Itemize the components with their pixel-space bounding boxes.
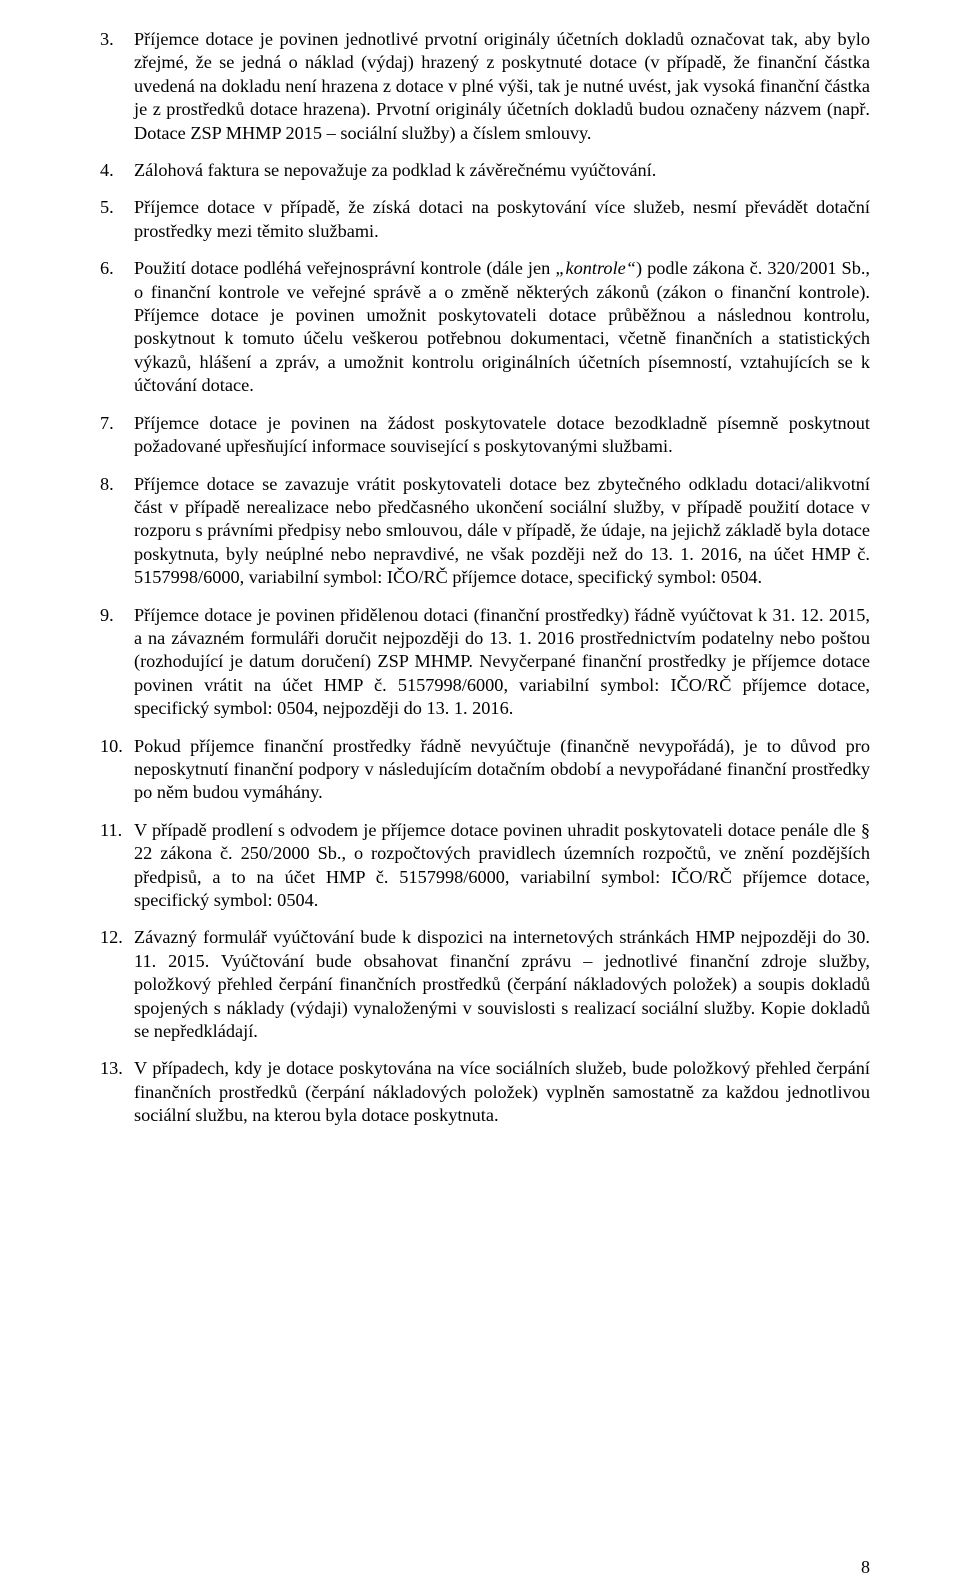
list-item: 11. V případě prodlení s odvodem je příj… <box>100 819 870 913</box>
list-item: 5. Příjemce dotace v případě, že získá d… <box>100 196 870 243</box>
list-item: 13. V případech, kdy je dotace poskytová… <box>100 1057 870 1127</box>
item-text: Příjemce dotace v případě, že získá dota… <box>134 197 870 240</box>
item-text-pre: Použití dotace podléhá veřejnosprávní ko… <box>134 258 555 278</box>
list-item: 6. Použití dotace podléhá veřejnosprávní… <box>100 257 870 397</box>
item-number: 6. <box>100 257 130 280</box>
item-number: 4. <box>100 159 130 182</box>
ordered-list: 3. Příjemce dotace je povinen jednotlivé… <box>100 28 870 1128</box>
item-text: Příjemce dotace je povinen přidělenou do… <box>134 605 870 719</box>
item-text: Zálohová faktura se nepovažuje za podkla… <box>134 160 656 180</box>
item-text: Příjemce dotace je povinen jednotlivé pr… <box>134 29 870 143</box>
item-number: 3. <box>100 28 130 51</box>
item-number: 8. <box>100 473 130 496</box>
page-number: 8 <box>861 1557 870 1578</box>
item-number: 10. <box>100 735 130 758</box>
list-item: 9. Příjemce dotace je povinen přidělenou… <box>100 604 870 721</box>
list-item: 7. Příjemce dotace je povinen na žádost … <box>100 412 870 459</box>
item-text: Příjemce dotace je povinen na žádost pos… <box>134 413 870 456</box>
item-number: 13. <box>100 1057 130 1080</box>
item-text-italic: „kontrole“ <box>555 258 636 278</box>
item-number: 9. <box>100 604 130 627</box>
list-item: 4. Zálohová faktura se nepovažuje za pod… <box>100 159 870 182</box>
item-number: 7. <box>100 412 130 435</box>
item-text-post: ) podle zákona č. 320/2001 Sb., o finanč… <box>134 258 870 395</box>
item-text: V případě prodlení s odvodem je příjemce… <box>134 820 870 910</box>
item-text: Pokud příjemce finanční prostředky řádně… <box>134 736 870 803</box>
list-item: 12. Závazný formulář vyúčtování bude k d… <box>100 926 870 1043</box>
list-item: 8. Příjemce dotace se zavazuje vrátit po… <box>100 473 870 590</box>
item-text: V případech, kdy je dotace poskytována n… <box>134 1058 870 1125</box>
document-page: 3. Příjemce dotace je povinen jednotlivé… <box>0 0 960 1596</box>
item-number: 11. <box>100 819 130 842</box>
item-text: Závazný formulář vyúčtování bude k dispo… <box>134 927 870 1041</box>
list-item: 3. Příjemce dotace je povinen jednotlivé… <box>100 28 870 145</box>
item-number: 12. <box>100 926 130 949</box>
item-text: Příjemce dotace se zavazuje vrátit posky… <box>134 474 870 588</box>
list-item: 10. Pokud příjemce finanční prostředky ř… <box>100 735 870 805</box>
item-number: 5. <box>100 196 130 219</box>
